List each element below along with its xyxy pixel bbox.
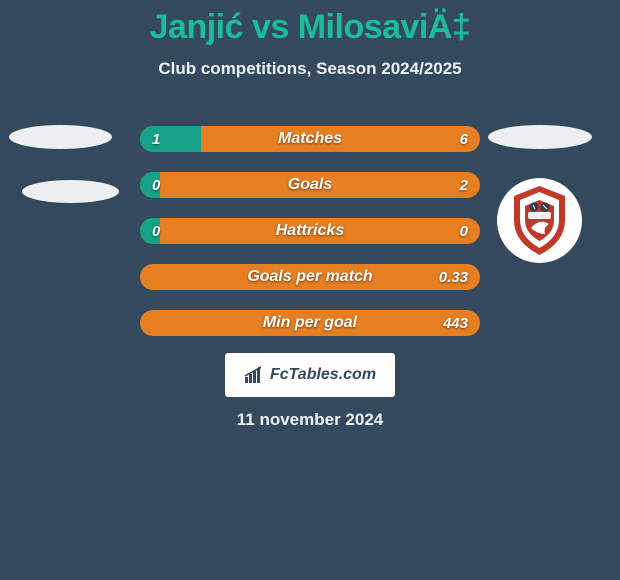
bar-track	[140, 310, 480, 336]
stat-value-right: 2	[460, 172, 468, 198]
bar-track	[140, 218, 480, 244]
bar-track	[140, 172, 480, 198]
stat-value-right: 443	[443, 310, 468, 336]
stat-value-left: 0	[152, 218, 160, 244]
stat-value-left: 1	[152, 126, 160, 152]
stat-row: Goals02	[140, 172, 480, 198]
stat-value-right: 0	[460, 218, 468, 244]
brand-text: FcTables.com	[270, 366, 376, 384]
stat-value-right: 6	[460, 126, 468, 152]
page-title: Janjić vs MilosaviÄ‡	[0, 0, 620, 47]
club-badge	[497, 178, 582, 263]
date-label: 11 november 2024	[0, 410, 620, 430]
stat-value-left: 0	[152, 172, 160, 198]
comparison-bars: Matches16Goals02Hattricks00Goals per mat…	[140, 126, 480, 356]
stat-row: Hattricks00	[140, 218, 480, 244]
player-left-avatar-mid	[22, 180, 119, 203]
player-right-avatar-top	[488, 125, 592, 149]
stat-row: Min per goal443	[140, 310, 480, 336]
stat-row: Matches16	[140, 126, 480, 152]
bar-chart-icon	[244, 365, 266, 385]
stat-row: Goals per match0.33	[140, 264, 480, 290]
stat-value-right: 0.33	[439, 264, 468, 290]
bar-track	[140, 264, 480, 290]
player-left-avatar-top	[9, 125, 112, 149]
bar-left-fill	[140, 126, 201, 152]
club-badge-icon	[497, 178, 582, 263]
brand-badge[interactable]: FcTables.com	[225, 353, 395, 397]
page-subtitle: Club competitions, Season 2024/2025	[0, 59, 620, 79]
